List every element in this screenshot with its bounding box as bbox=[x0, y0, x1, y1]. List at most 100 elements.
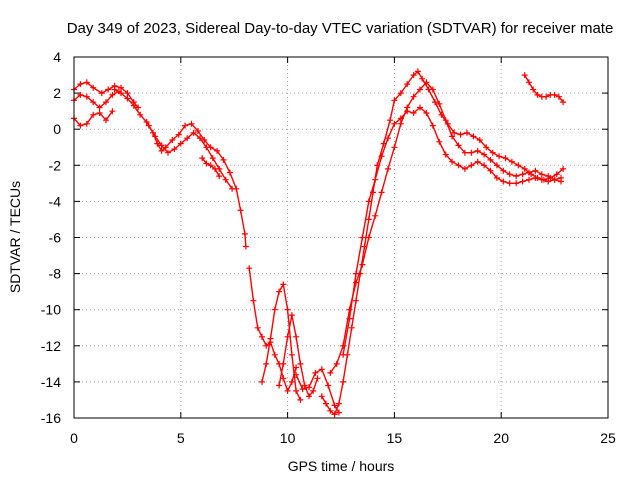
y-tick-label: -14 bbox=[41, 374, 61, 390]
chart-title: Day 349 of 2023, Sidereal Day-to-day VTE… bbox=[67, 20, 614, 37]
data-point bbox=[414, 68, 421, 75]
data-point bbox=[77, 81, 84, 88]
data-point bbox=[297, 396, 304, 403]
data-point bbox=[201, 137, 208, 143]
data-point bbox=[506, 180, 513, 187]
data-point bbox=[124, 90, 131, 97]
data-point bbox=[83, 93, 90, 100]
series-path bbox=[524, 74, 564, 103]
data-point bbox=[555, 93, 562, 100]
y-tick-label: -16 bbox=[41, 410, 61, 426]
data-point bbox=[481, 151, 488, 158]
data-point bbox=[397, 115, 404, 122]
data-point bbox=[526, 79, 532, 86]
data-point bbox=[519, 178, 526, 185]
data-point bbox=[96, 110, 103, 116]
data-point bbox=[365, 198, 372, 205]
data-point bbox=[103, 99, 109, 106]
data-point bbox=[216, 173, 223, 180]
data-point bbox=[387, 117, 394, 124]
series-group bbox=[340, 104, 564, 358]
data-point bbox=[508, 158, 515, 165]
data-point bbox=[496, 153, 503, 160]
data-point bbox=[242, 243, 249, 250]
data-point bbox=[391, 120, 398, 127]
data-point bbox=[271, 306, 278, 313]
data-point bbox=[246, 265, 253, 272]
data-point bbox=[526, 169, 532, 176]
data-series bbox=[71, 68, 567, 418]
data-point bbox=[335, 409, 342, 416]
series-group bbox=[199, 155, 223, 180]
data-point bbox=[449, 133, 456, 140]
y-tick-label: -8 bbox=[49, 266, 62, 282]
series-group bbox=[145, 122, 236, 192]
data-point bbox=[417, 86, 423, 93]
data-point bbox=[397, 90, 404, 97]
series-group bbox=[521, 72, 567, 106]
data-point bbox=[493, 174, 500, 181]
data-point bbox=[331, 411, 338, 418]
data-point bbox=[468, 162, 475, 169]
series-group bbox=[276, 312, 321, 400]
data-point bbox=[306, 393, 312, 400]
data-point bbox=[378, 153, 385, 160]
data-point bbox=[98, 90, 105, 97]
data-point bbox=[323, 400, 329, 407]
data-point bbox=[188, 120, 195, 127]
data-point bbox=[327, 407, 334, 414]
data-point bbox=[250, 297, 257, 304]
data-point bbox=[385, 165, 391, 172]
y-tick-label: 4 bbox=[53, 49, 61, 65]
data-point bbox=[476, 137, 483, 143]
data-point bbox=[346, 315, 353, 322]
data-point bbox=[442, 151, 449, 158]
data-point bbox=[429, 86, 436, 93]
data-point bbox=[259, 333, 265, 340]
data-point bbox=[135, 104, 142, 111]
data-point bbox=[297, 360, 304, 367]
data-point bbox=[199, 155, 206, 162]
data-point bbox=[288, 312, 295, 319]
data-point bbox=[513, 173, 520, 180]
data-point bbox=[203, 144, 210, 151]
data-point bbox=[306, 384, 312, 391]
data-point bbox=[293, 371, 300, 378]
data-point bbox=[280, 375, 287, 382]
data-point bbox=[423, 79, 430, 86]
data-point bbox=[429, 122, 436, 129]
data-point bbox=[538, 176, 545, 183]
data-point bbox=[143, 119, 150, 125]
data-point bbox=[372, 212, 379, 219]
data-point bbox=[83, 79, 90, 86]
data-point bbox=[340, 378, 347, 385]
series-group bbox=[246, 265, 300, 394]
data-point bbox=[184, 135, 191, 142]
data-point bbox=[194, 128, 201, 134]
series-path bbox=[113, 88, 247, 248]
series-group bbox=[111, 86, 249, 250]
data-point bbox=[226, 169, 233, 176]
data-point bbox=[558, 174, 564, 181]
y-axis-label: SDTVAR / TECUs bbox=[7, 181, 23, 293]
data-point bbox=[105, 86, 112, 93]
data-point bbox=[353, 297, 359, 304]
data-point bbox=[534, 91, 541, 98]
grid bbox=[74, 57, 608, 418]
data-point bbox=[526, 176, 532, 183]
data-point bbox=[461, 165, 468, 172]
y-tick-label: -12 bbox=[41, 338, 61, 354]
data-point bbox=[551, 91, 558, 98]
data-point bbox=[521, 165, 528, 172]
data-point bbox=[419, 75, 426, 82]
data-point bbox=[359, 234, 366, 241]
data-point bbox=[538, 171, 545, 178]
data-point bbox=[77, 122, 84, 129]
data-point bbox=[385, 135, 391, 142]
data-point bbox=[130, 102, 137, 109]
series-group bbox=[293, 366, 342, 416]
data-point bbox=[197, 135, 203, 142]
data-point bbox=[391, 97, 398, 104]
data-point bbox=[229, 185, 236, 192]
